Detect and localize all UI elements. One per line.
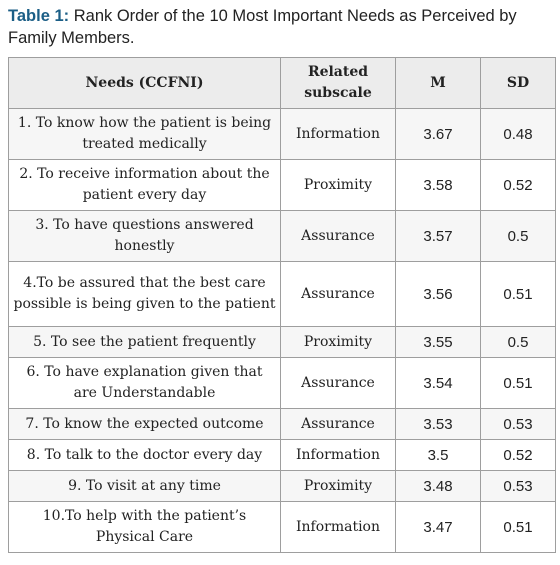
mean-cell: 3.55 (395, 326, 481, 358)
need-cell: 4.To be assured that the best care possi… (8, 261, 281, 327)
table-row: 6. To have explanation given that are Un… (8, 357, 556, 409)
table-caption-text: Rank Order of the 10 Most Important Need… (8, 7, 517, 47)
table-label: Table 1: (8, 7, 70, 25)
mean-cell: 3.53 (395, 408, 481, 440)
mean-cell: 3.58 (395, 159, 481, 211)
subscale-cell: Proximity (280, 159, 396, 211)
header-sd: SD (480, 57, 556, 109)
subscale-cell: Assurance (280, 210, 396, 262)
subscale-cell: Information (280, 108, 396, 160)
table-row: 5. To see the patient frequently Proximi… (8, 326, 556, 358)
header-needs: Needs (CCFNI) (8, 57, 281, 109)
table-row: 9. To visit at any time Proximity 3.48 0… (8, 470, 556, 502)
table-row: 1. To know how the patient is being trea… (8, 108, 556, 160)
subscale-cell: Information (280, 439, 396, 471)
need-cell: 7. To know the expected outcome (8, 408, 281, 440)
header-mean: M (395, 57, 481, 109)
mean-cell: 3.56 (395, 261, 481, 327)
mean-cell: 3.54 (395, 357, 481, 409)
sd-cell: 0.5 (480, 210, 556, 262)
need-cell: 10.To help with the patient’s Physical C… (8, 501, 281, 553)
subscale-cell: Assurance (280, 261, 396, 327)
header-row: Needs (CCFNI) Related subscale M SD (8, 57, 556, 109)
mean-cell: 3.47 (395, 501, 481, 553)
subscale-cell: Assurance (280, 357, 396, 409)
table-row: 3. To have questions answered honestly A… (8, 210, 556, 262)
sd-cell: 0.52 (480, 159, 556, 211)
table-row: 10.To help with the patient’s Physical C… (8, 501, 556, 553)
sd-cell: 0.48 (480, 108, 556, 160)
subscale-cell: Assurance (280, 408, 396, 440)
need-cell: 3. To have questions answered honestly (8, 210, 281, 262)
table-caption: Table 1: Rank Order of the 10 Most Impor… (8, 5, 556, 49)
mean-cell: 3.67 (395, 108, 481, 160)
sd-cell: 0.52 (480, 439, 556, 471)
mean-cell: 3.48 (395, 470, 481, 502)
sd-cell: 0.51 (480, 357, 556, 409)
table-row: 4.To be assured that the best care possi… (8, 261, 556, 327)
header-subscale: Related subscale (280, 57, 396, 109)
sd-cell: 0.53 (480, 470, 556, 502)
table-row: 7. To know the expected outcome Assuranc… (8, 408, 556, 440)
subscale-cell: Information (280, 501, 396, 553)
need-cell: 8. To talk to the doctor every day (8, 439, 281, 471)
subscale-cell: Proximity (280, 326, 396, 358)
sd-cell: 0.53 (480, 408, 556, 440)
need-cell: 6. To have explanation given that are Un… (8, 357, 281, 409)
table-row: 2. To receive information about the pati… (8, 159, 556, 211)
mean-cell: 3.57 (395, 210, 481, 262)
need-cell: 1. To know how the patient is being trea… (8, 108, 281, 160)
need-cell: 5. To see the patient frequently (8, 326, 281, 358)
subscale-cell: Proximity (280, 470, 396, 502)
need-cell: 9. To visit at any time (8, 470, 281, 502)
sd-cell: 0.5 (480, 326, 556, 358)
needs-table: Needs (CCFNI) Related subscale M SD 1. T… (8, 57, 556, 553)
need-cell: 2. To receive information about the pati… (8, 159, 281, 211)
sd-cell: 0.51 (480, 501, 556, 553)
mean-cell: 3.5 (395, 439, 481, 471)
sd-cell: 0.51 (480, 261, 556, 327)
table-row: 8. To talk to the doctor every day Infor… (8, 439, 556, 471)
